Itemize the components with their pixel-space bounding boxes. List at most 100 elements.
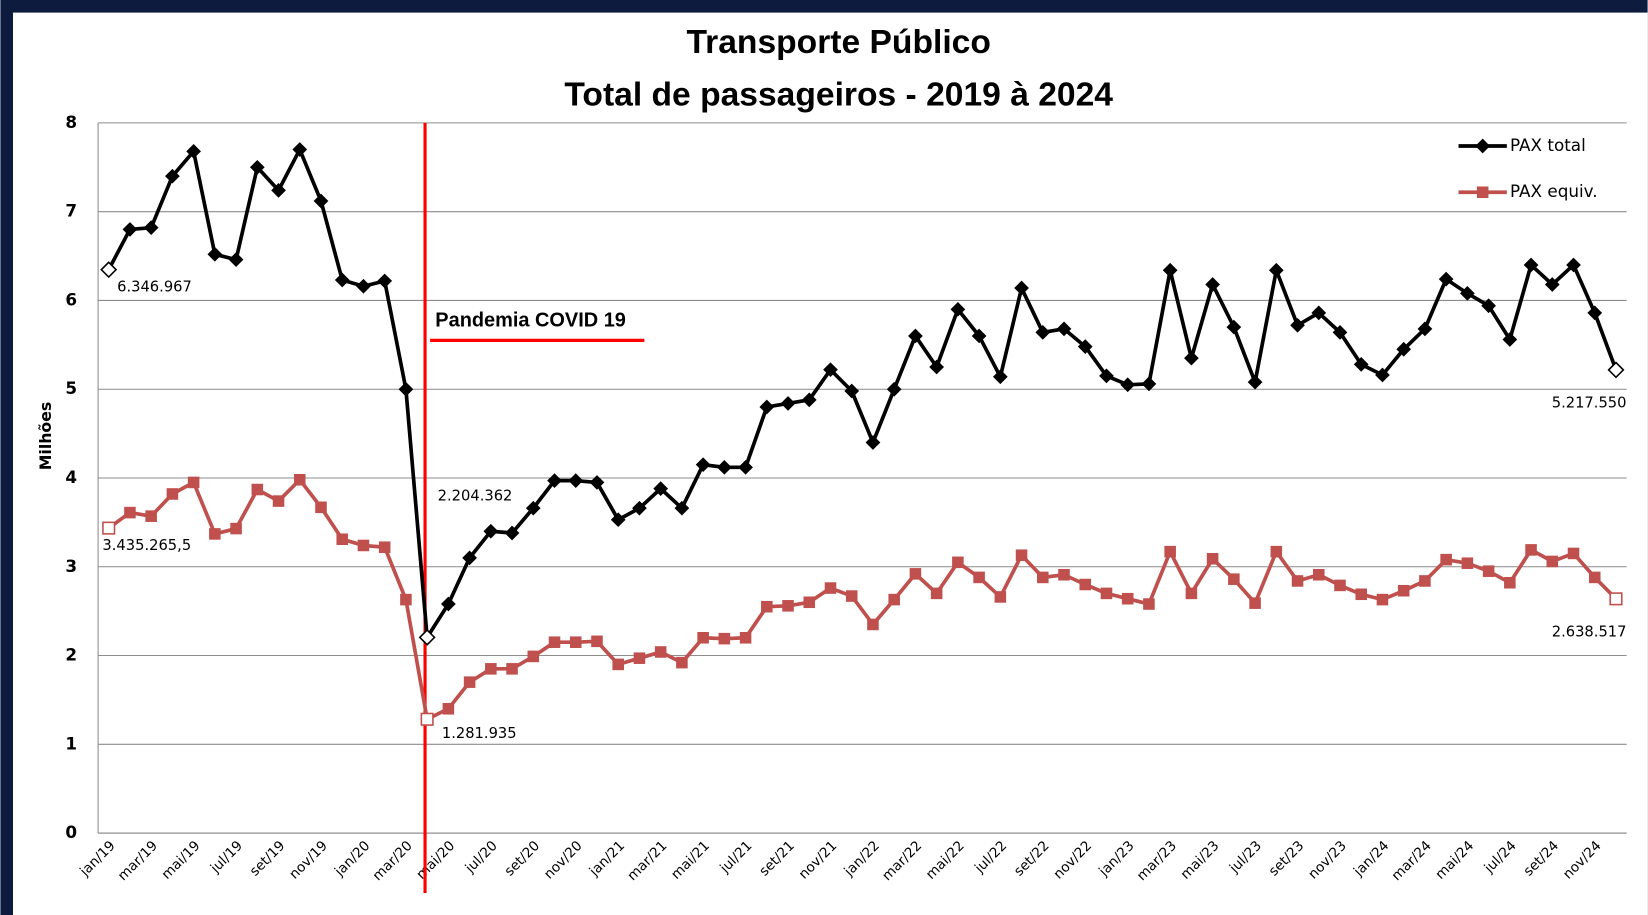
point <box>845 590 858 602</box>
point <box>293 473 306 486</box>
point <box>1121 592 1134 605</box>
point <box>1525 544 1537 556</box>
point <box>1567 547 1580 560</box>
point <box>230 522 242 535</box>
point <box>653 481 669 496</box>
point <box>420 712 434 726</box>
y-tick-label: 3 <box>65 556 77 576</box>
point <box>697 631 709 644</box>
point <box>1419 575 1431 587</box>
point <box>824 582 837 594</box>
point <box>527 650 540 663</box>
point <box>1205 277 1220 292</box>
point <box>1143 598 1155 610</box>
point <box>1504 576 1516 589</box>
point <box>1476 186 1489 199</box>
point <box>1311 305 1327 321</box>
point <box>867 618 879 631</box>
point <box>1037 571 1049 584</box>
point <box>1607 361 1625 379</box>
point <box>207 246 223 262</box>
point <box>782 600 794 612</box>
point <box>589 475 605 490</box>
point <box>1438 271 1454 287</box>
point <box>971 328 987 344</box>
point <box>1270 545 1283 558</box>
point <box>336 533 349 546</box>
point <box>400 593 412 606</box>
point <box>780 396 796 411</box>
point <box>1355 588 1368 601</box>
data-label: 5.217.550 <box>1552 395 1627 412</box>
point <box>504 525 520 541</box>
point <box>1461 557 1474 569</box>
point <box>1609 592 1623 606</box>
point <box>930 587 943 600</box>
legend-label: PAX equiv. <box>1510 181 1598 201</box>
point <box>1185 587 1198 600</box>
point <box>908 328 923 344</box>
point <box>272 495 285 507</box>
point <box>315 501 327 514</box>
y-tick-label: 2 <box>65 645 77 665</box>
point <box>803 596 816 609</box>
point <box>1120 377 1136 393</box>
data-label: 1.281.935 <box>442 725 517 742</box>
point <box>1546 555 1559 568</box>
point <box>462 550 477 566</box>
point <box>1206 552 1219 565</box>
point <box>739 631 752 644</box>
point <box>612 658 624 671</box>
point <box>1228 573 1240 585</box>
point <box>801 392 817 408</box>
point <box>1014 280 1029 296</box>
point <box>166 488 179 500</box>
point <box>929 359 944 375</box>
point <box>569 636 582 648</box>
point <box>886 381 902 397</box>
y-axis-label: Milhões <box>36 402 55 471</box>
point <box>1588 571 1601 584</box>
point <box>632 500 647 516</box>
point <box>251 483 264 496</box>
chart-subtitle: Total de passageiros - 2019 à 2024 <box>564 77 1113 114</box>
point <box>1587 305 1603 321</box>
point <box>633 652 646 664</box>
point <box>717 459 732 475</box>
point <box>1312 568 1325 581</box>
point <box>186 143 201 159</box>
point <box>292 142 308 157</box>
point <box>1100 587 1113 600</box>
point <box>165 168 180 184</box>
y-tick-label: 7 <box>65 201 77 221</box>
point <box>994 591 1007 603</box>
point <box>1056 321 1072 337</box>
point <box>441 596 456 612</box>
point <box>1184 350 1199 366</box>
point <box>187 476 200 489</box>
point <box>761 600 773 613</box>
point <box>1566 257 1581 273</box>
point <box>1417 321 1433 337</box>
point <box>888 593 900 606</box>
point <box>1035 325 1051 340</box>
point <box>1376 593 1389 606</box>
point <box>442 703 455 715</box>
point <box>1482 565 1495 577</box>
point <box>1164 545 1176 558</box>
data-label: 6.346.967 <box>117 279 192 296</box>
point <box>525 500 541 516</box>
point <box>909 568 922 580</box>
point <box>823 362 838 378</box>
point <box>483 523 499 539</box>
y-tick-label: 1 <box>65 733 77 753</box>
point <box>610 512 626 528</box>
point <box>145 510 157 522</box>
point <box>209 528 221 540</box>
point <box>1397 584 1410 597</box>
point <box>378 541 391 554</box>
point <box>356 278 371 294</box>
point <box>485 663 497 675</box>
point <box>1396 341 1412 357</box>
point <box>952 556 964 569</box>
